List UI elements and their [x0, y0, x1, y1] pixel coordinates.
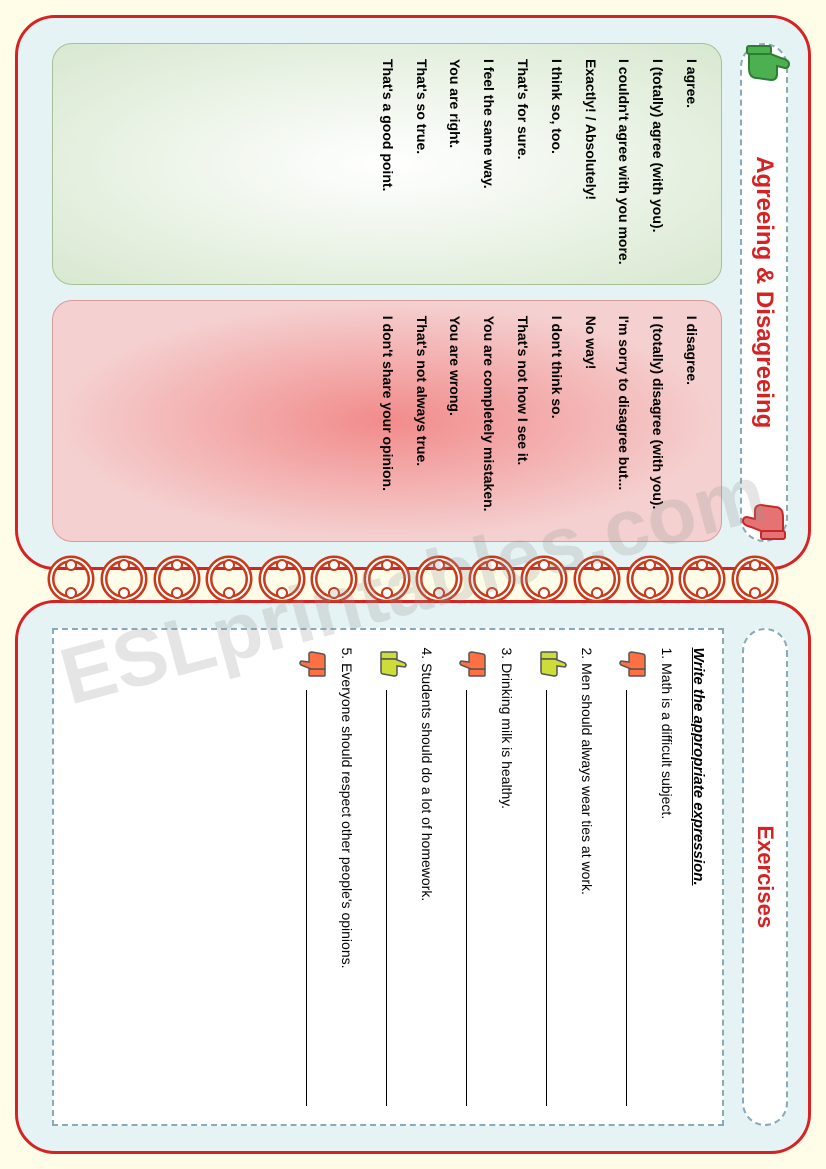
- spiral-ring: [153, 555, 201, 603]
- disagree-phrase: That's not always true.: [409, 316, 433, 526]
- title-left: Agreeing & Disagreeing: [751, 156, 778, 428]
- answer-row: [297, 648, 329, 1107]
- disagree-phrase: No way!: [578, 316, 602, 526]
- spiral-ring: [626, 555, 674, 603]
- question: 5. Everyone should respect other people'…: [297, 648, 355, 1107]
- disagree-phrase: You are wrong.: [443, 316, 467, 526]
- spiral-ring: [731, 555, 779, 603]
- spiral-ring: [678, 555, 726, 603]
- questions-list: 1. Math is a difficult subject. 2. Men sh…: [297, 648, 675, 1107]
- question-text: 5. Everyone should respect other people'…: [339, 648, 355, 1107]
- spiral-ring: [47, 555, 95, 603]
- disagree-phrase: I (totally) disagree (with you).: [645, 316, 669, 526]
- title-bar-left: Agreeing & Disagreeing: [740, 43, 788, 542]
- spiral-ring: [415, 555, 463, 603]
- disagree-phrase: That's not how I see it.: [510, 316, 534, 526]
- answer-line[interactable]: [546, 690, 560, 1107]
- agree-column: I agree. I (totally) agree (with you). I c…: [52, 43, 722, 285]
- answer-row: [377, 648, 409, 1107]
- answer-row: [457, 648, 489, 1107]
- answer-line[interactable]: [386, 690, 400, 1107]
- spiral-ring: [258, 555, 306, 603]
- answer-line[interactable]: [306, 690, 320, 1107]
- spiral-ring: [205, 555, 253, 603]
- spiral-ring: [520, 555, 568, 603]
- agree-phrase: That's for sure.: [510, 59, 534, 269]
- agree-phrase: You are right.: [443, 59, 467, 269]
- question: 4. Students should do a lot of homework.: [377, 648, 435, 1107]
- hand-up-icon: [377, 648, 409, 680]
- agree-phrase: That's so true.: [409, 59, 433, 269]
- agree-phrase: I (totally) agree (with you).: [645, 59, 669, 269]
- question: 3. Drinking milk is healthy.: [457, 648, 515, 1107]
- question-text: 3. Drinking milk is healthy.: [499, 648, 515, 1107]
- answer-line[interactable]: [626, 690, 640, 1107]
- panel-exercises: Exercises Write the appropriate expressi…: [15, 600, 811, 1155]
- hand-up-icon: [537, 648, 569, 680]
- answer-row: [617, 648, 649, 1107]
- thumbs-up-icon: [741, 40, 791, 90]
- answer-row: [537, 648, 569, 1107]
- hand-down-icon: [457, 648, 489, 680]
- exercise-box: Write the appropriate expression. 1. Mat…: [52, 628, 724, 1127]
- question: 1. Math is a difficult subject.: [617, 648, 675, 1107]
- instruction-text: Write the appropriate expression.: [690, 648, 707, 1107]
- spiral-binding: [15, 555, 811, 615]
- disagree-column: I disagree. I (totally) disagree (with yo…: [52, 300, 722, 542]
- hand-down-icon: [617, 648, 649, 680]
- spiral-ring: [363, 555, 411, 603]
- question-text: 4. Students should do a lot of homework.: [419, 648, 435, 1107]
- disagree-phrase: I'm sorry to disagree but...: [612, 316, 636, 526]
- agree-phrase: I couldn't agree with you more.: [612, 59, 636, 269]
- title-right: Exercises: [753, 825, 778, 928]
- disagree-phrase: I disagree.: [679, 316, 703, 526]
- phrase-columns: I agree. I (totally) agree (with you). I c…: [52, 43, 722, 542]
- hand-down-icon: [297, 648, 329, 680]
- panel-agreeing: Agreeing & Disagreeing I agree. I (totall…: [15, 15, 811, 570]
- disagree-phrase: I don't think so.: [544, 316, 568, 526]
- spiral-ring: [100, 555, 148, 603]
- thumbs-down-icon: [741, 495, 791, 545]
- question: 2. Men should always wear ties at work.: [537, 648, 595, 1107]
- disagree-phrase: You are completely mistaken.: [476, 316, 500, 526]
- spiral-ring: [573, 555, 621, 603]
- spiral-ring: [468, 555, 516, 603]
- agree-phrase: I agree.: [679, 59, 703, 269]
- title-bar-right: Exercises: [742, 628, 788, 1127]
- agree-phrase: Exactly! / Absolutely!: [578, 59, 602, 269]
- agree-phrase: I feel the same way.: [476, 59, 500, 269]
- question-text: 1. Math is a difficult subject.: [659, 648, 675, 1107]
- spiral-ring: [310, 555, 358, 603]
- answer-line[interactable]: [466, 690, 480, 1107]
- agree-phrase: I think so, too.: [544, 59, 568, 269]
- notebook: Agreeing & Disagreeing I agree. I (totall…: [15, 15, 811, 1154]
- disagree-phrase: I don't share your opinion.: [375, 316, 399, 526]
- agree-phrase: That's a good point.: [375, 59, 399, 269]
- question-text: 2. Men should always wear ties at work.: [579, 648, 595, 1107]
